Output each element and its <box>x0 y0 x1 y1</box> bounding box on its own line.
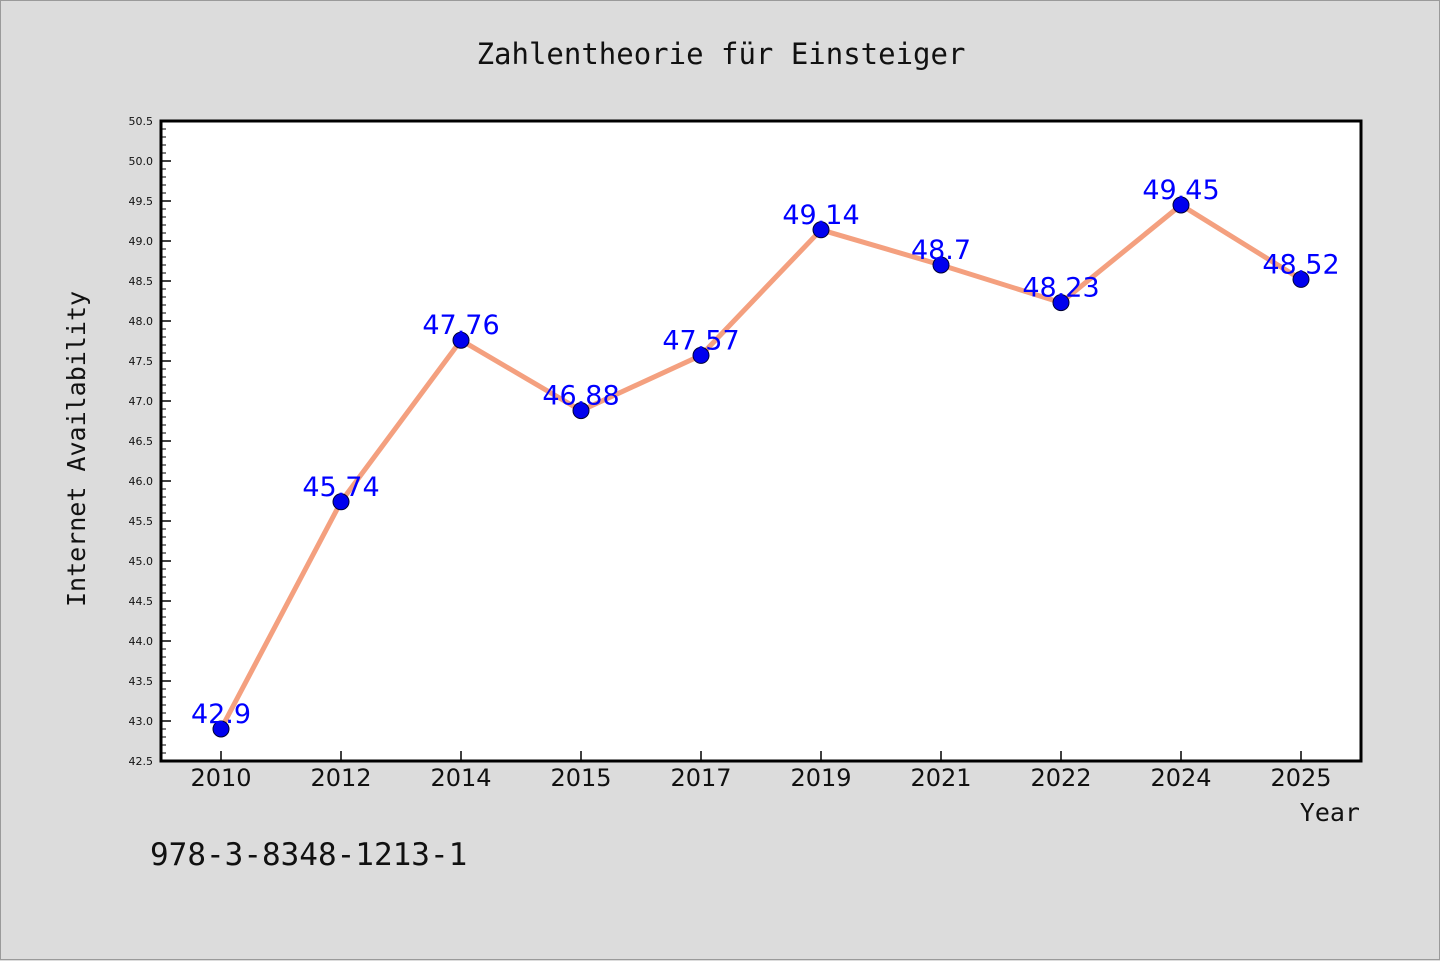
y-tick-label: 47.5 <box>129 355 154 368</box>
x-axis-ticks: 2010 2012 2014 2015 2017 2019 2021 2022 2024 2025 <box>190 751 1332 792</box>
isbn-text: 978-3-8348-1213-1 <box>150 837 467 873</box>
y-tick-label: 44.5 <box>129 595 154 608</box>
data-label: 48.52 <box>1262 249 1339 280</box>
y-tick-label: 45.5 <box>129 515 154 528</box>
y-tick-label: 50.0 <box>129 155 154 168</box>
x-tick-label: 2014 <box>430 764 491 792</box>
x-tick-label: 2019 <box>790 764 851 792</box>
data-label: 47.76 <box>422 310 499 341</box>
data-label: 45.74 <box>302 472 379 503</box>
data-point <box>812 221 830 239</box>
x-tick-label: 2015 <box>550 764 611 792</box>
data-label: 47.57 <box>662 325 739 356</box>
y-tick-label: 47.0 <box>129 395 154 408</box>
data-point <box>1172 196 1190 214</box>
y-tick-label: 48.0 <box>129 315 154 328</box>
data-label: 49.14 <box>782 200 859 231</box>
x-tick-label: 2022 <box>1030 764 1091 792</box>
y-tick-label: 43.5 <box>129 675 154 688</box>
y-tick-label: 50.5 <box>129 115 154 128</box>
data-label: 48.23 <box>1022 273 1099 304</box>
y-tick-label: 46.0 <box>129 475 154 488</box>
y-tick-label: 42.5 <box>129 755 154 768</box>
chart-title: Zahlentheorie für Einsteiger <box>477 37 966 71</box>
data-point <box>692 346 710 364</box>
y-tick-label: 48.5 <box>129 275 154 288</box>
data-label: 49.45 <box>1142 175 1219 206</box>
data-label: 48.7 <box>911 235 971 266</box>
y-tick-label: 43.0 <box>129 715 154 728</box>
series-markers <box>212 196 1310 738</box>
y-axis-label: Internet Availability <box>62 291 91 607</box>
x-tick-label: 2012 <box>310 764 371 792</box>
y-tick-label: 46.5 <box>129 435 154 448</box>
data-point <box>332 493 350 511</box>
y-tick-label: 44.0 <box>129 635 154 648</box>
data-label: 42.9 <box>191 699 251 730</box>
y-axis-ticks: 42.5 43.0 43.5 44.0 44.5 45.0 45.5 46.0 46.5 47.0… <box>129 115 171 768</box>
data-point <box>1052 294 1070 312</box>
data-point <box>572 402 590 420</box>
x-tick-label: 2021 <box>910 764 971 792</box>
series-line <box>218 202 1304 732</box>
plot-area <box>159 119 1363 763</box>
x-tick-label: 2010 <box>190 764 251 792</box>
y-tick-label: 49.5 <box>129 195 154 208</box>
data-point <box>212 720 230 738</box>
data-point <box>932 256 950 274</box>
data-point <box>1292 270 1310 288</box>
data-label: 46.88 <box>542 381 619 412</box>
data-labels: 42.9 45.74 47.76 46.88 47.57 49.14 48.7 48.23 49… <box>191 175 1340 730</box>
x-tick-label: 2024 <box>1150 764 1211 792</box>
x-axis-label: Year <box>1300 798 1360 827</box>
x-tick-label: 2017 <box>670 764 731 792</box>
data-point <box>452 331 470 349</box>
x-tick-label: 2025 <box>1270 764 1331 792</box>
y-tick-label: 49.0 <box>129 235 154 248</box>
y-tick-label: 45.0 <box>129 555 154 568</box>
series-polyline <box>218 202 1304 732</box>
